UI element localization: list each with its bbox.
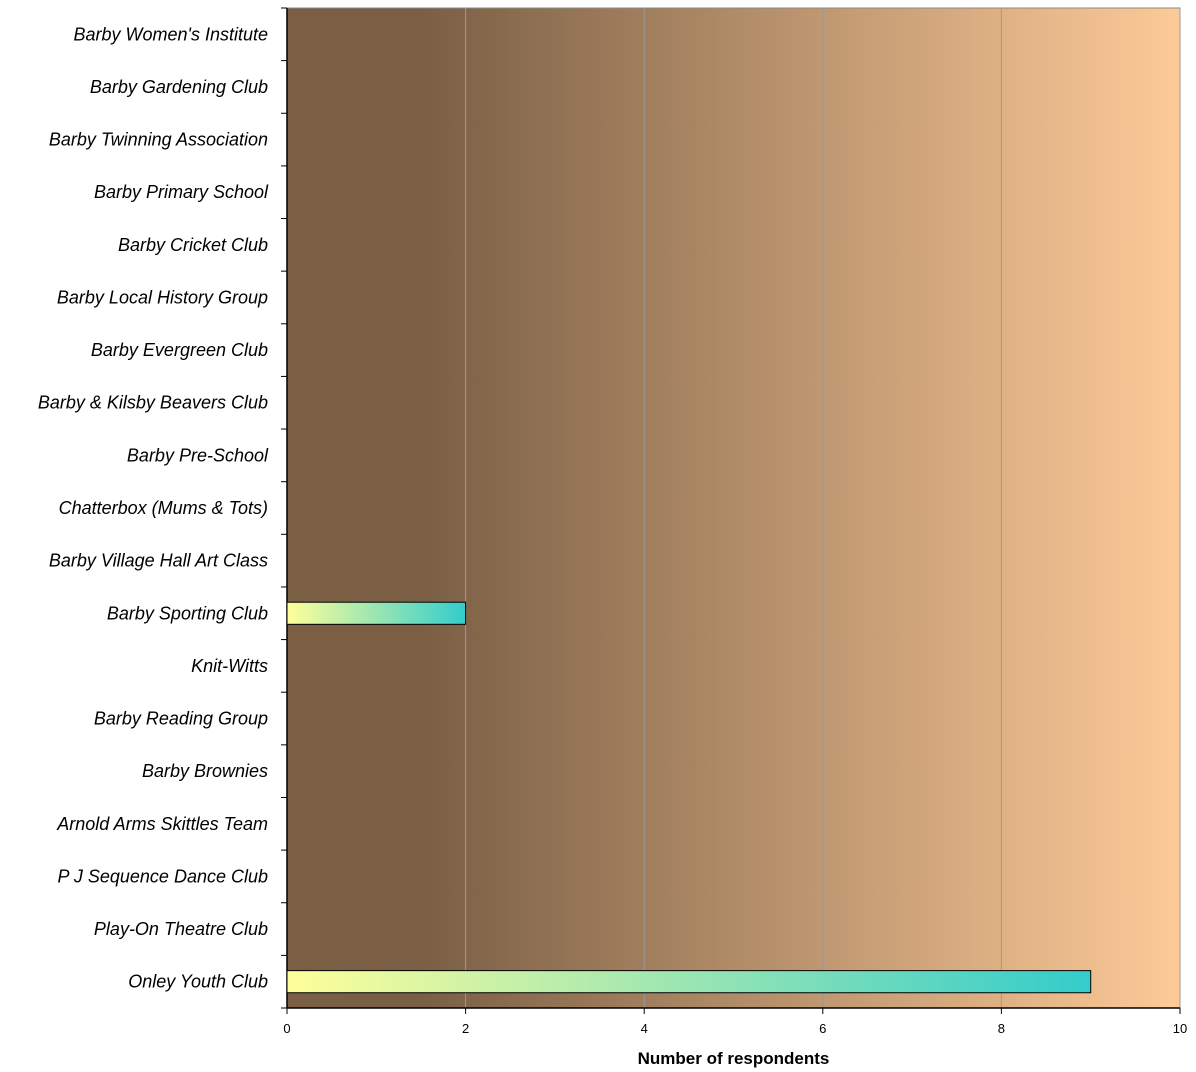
plot-area: [286, 7, 1181, 1009]
x-tick-label: 8: [998, 1021, 1005, 1036]
category-label: P J Sequence Dance Club: [58, 866, 268, 886]
bar: [286, 601, 467, 625]
x-tick-label: 4: [641, 1021, 648, 1036]
category-label: Barby Women's Institute: [73, 24, 268, 44]
category-label: Barby Local History Group: [57, 287, 268, 307]
category-label: Onley Youth Club: [128, 972, 268, 992]
category-label: Barby Pre-School: [127, 445, 269, 465]
category-label: Barby Cricket Club: [118, 235, 268, 255]
category-label: Barby Gardening Club: [90, 77, 268, 97]
x-tick-labels: 0 2 4 6 8 10: [283, 1021, 1187, 1036]
axes: [281, 7, 1181, 1014]
x-tick-label: 6: [819, 1021, 826, 1036]
category-label: Barby Primary School: [94, 182, 269, 202]
category-label: Knit-Witts: [191, 656, 268, 676]
category-label: Arnold Arms Skittles Team: [56, 814, 268, 834]
bars: [286, 601, 1092, 994]
gridlines: [465, 8, 1181, 1008]
category-label: Chatterbox (Mums & Tots): [59, 498, 268, 518]
category-label: Barby Evergreen Club: [91, 340, 268, 360]
category-label: Barby Twinning Association: [49, 130, 268, 150]
x-tick-label: 0: [283, 1021, 290, 1036]
category-label: Barby Brownies: [142, 761, 268, 781]
category-label: Barby Sporting Club: [107, 603, 268, 623]
category-label: Barby & Kilsby Beavers Club: [38, 393, 268, 413]
bar: [286, 970, 1092, 994]
category-label: Play-On Theatre Club: [94, 919, 268, 939]
category-label: Barby Reading Group: [94, 709, 268, 729]
x-tick-label: 2: [462, 1021, 469, 1036]
category-label: Barby Village Hall Art Class: [49, 551, 268, 571]
category-labels: Barby Women's Institute Barby Gardening C…: [38, 24, 269, 991]
x-axis-title: Number of respondents: [638, 1049, 830, 1068]
x-tick-label: 10: [1173, 1021, 1187, 1036]
